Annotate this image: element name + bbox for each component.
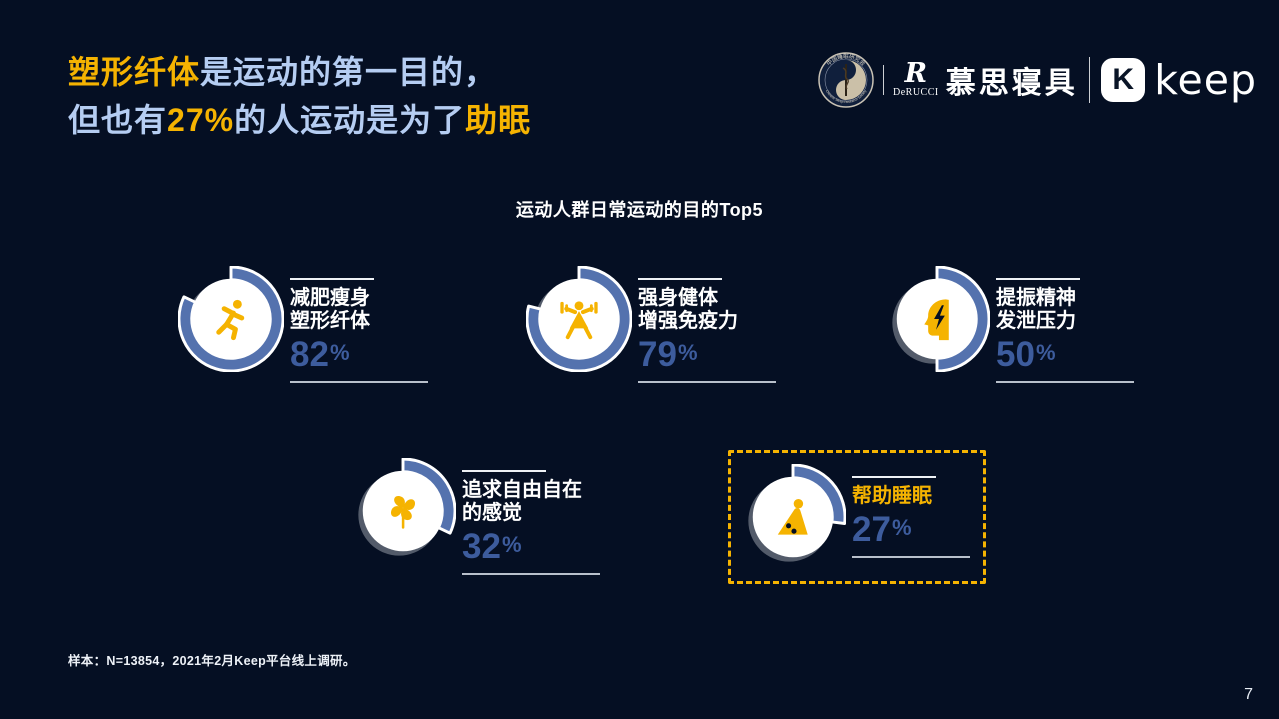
keep-logo: K keep (1101, 56, 1257, 104)
yin-yang-icon (835, 60, 866, 100)
stat-value: 79% (638, 335, 698, 374)
derucci-monogram: R DeRUCCI (893, 58, 939, 98)
title-accent-percent: 27% (167, 102, 235, 138)
snake-icon (842, 67, 849, 90)
donut-chart-32 (358, 458, 456, 556)
stat-value: 32% (462, 527, 522, 566)
divider-line (852, 556, 970, 558)
title-text: 但也有 (68, 102, 168, 138)
title-line-2: 但也有27%的人运动是为了助眠 (68, 96, 531, 144)
stat-label: 追求自由自在 (462, 479, 582, 501)
stat-mood-stress: 提振精神 发泄压力 50% (884, 266, 1138, 383)
logo-divider (1088, 57, 1091, 103)
divider-line (462, 470, 546, 472)
keep-wordmark: keep (1154, 56, 1257, 104)
stat-info: 追求自由自在 的感觉 32% (462, 458, 604, 575)
stat-label: 发泄压力 (996, 310, 1076, 332)
title-line-1: 塑形纤体是运动的第一目的， (68, 48, 531, 96)
stat-info: 提振精神 发泄压力 50% (996, 266, 1138, 383)
logo-divider (882, 65, 884, 95)
donut-chart-82 (178, 266, 284, 372)
derucci-wordmark: DeRUCCI (893, 87, 939, 98)
title-text: 是运动的第一目的， (200, 54, 498, 90)
stat-label: 提振精神 (996, 287, 1076, 309)
stat-sleep-help: 帮助睡眠 27% (740, 464, 994, 570)
sleeper-icon (777, 499, 808, 535)
donut-chart-50 (892, 266, 990, 372)
derucci-brand-cn: 慕思寝具 (945, 67, 1078, 100)
stat-value: 82% (290, 335, 350, 374)
donut-chart-79 (526, 266, 632, 372)
title-text: 的人运动是为了 (234, 102, 466, 138)
stat-info: 强身健体 增强免疫力 79% (638, 266, 780, 383)
weightlifter-icon (560, 301, 598, 340)
title-accent-text: 助眠 (465, 102, 532, 138)
stat-value: 50% (996, 335, 1056, 374)
keep-k-icon: K (1101, 58, 1146, 102)
pinwheel-icon (390, 496, 416, 529)
page-number: 7 (1244, 686, 1253, 703)
divider-line (290, 278, 374, 280)
divider-line (638, 278, 722, 280)
title-accent-text: 塑形纤体 (68, 54, 201, 90)
stat-fitness-immunity: 强身健体 增强免疫力 79% (526, 266, 780, 383)
slide-title: 塑形纤体是运动的第一目的， 但也有27%的人运动是为了助眠 (68, 48, 531, 144)
runner-icon (216, 299, 245, 341)
divider-line (852, 476, 936, 478)
derucci-logo: R DeRUCCI 慕思寝具 (893, 58, 1078, 102)
stat-label: 的感觉 (462, 502, 522, 524)
derucci-r-icon: R (904, 58, 928, 89)
head-lightning-icon (924, 299, 949, 341)
stat-label: 强身健体 (638, 287, 718, 309)
stat-label: 增强免疫力 (638, 310, 738, 332)
divider-line (996, 381, 1134, 383)
stat-label: 塑形纤体 (290, 310, 370, 332)
stat-label: 减肥瘦身 (290, 287, 370, 309)
sleep-research-society-logo: 中国睡眠研究会 Chinese Sleep Research Society (817, 52, 874, 108)
stat-info: 帮助睡眠 27% (852, 464, 994, 570)
donut-chart-27 (748, 464, 846, 562)
highlight-box (728, 450, 986, 584)
chart-title: 运动人群日常运动的目的Top5 (515, 200, 764, 220)
sample-note: 样本：N=13854，2021年2月Keep平台线上调研。 (68, 654, 356, 668)
divider-line (462, 573, 600, 575)
divider-line (996, 278, 1080, 280)
stat-label: 帮助睡眠 (852, 485, 932, 507)
stat-weight-loss: 减肥瘦身 塑形纤体 82% (178, 266, 432, 383)
logo-bar: 中国睡眠研究会 Chinese Sleep Research Society R… (817, 50, 1258, 110)
divider-line (290, 381, 428, 383)
stat-value: 27% (852, 510, 912, 549)
stat-info: 减肥瘦身 塑形纤体 82% (290, 266, 432, 383)
stat-freedom: 追求自由自在 的感觉 32% (350, 458, 604, 575)
divider-line (638, 381, 776, 383)
